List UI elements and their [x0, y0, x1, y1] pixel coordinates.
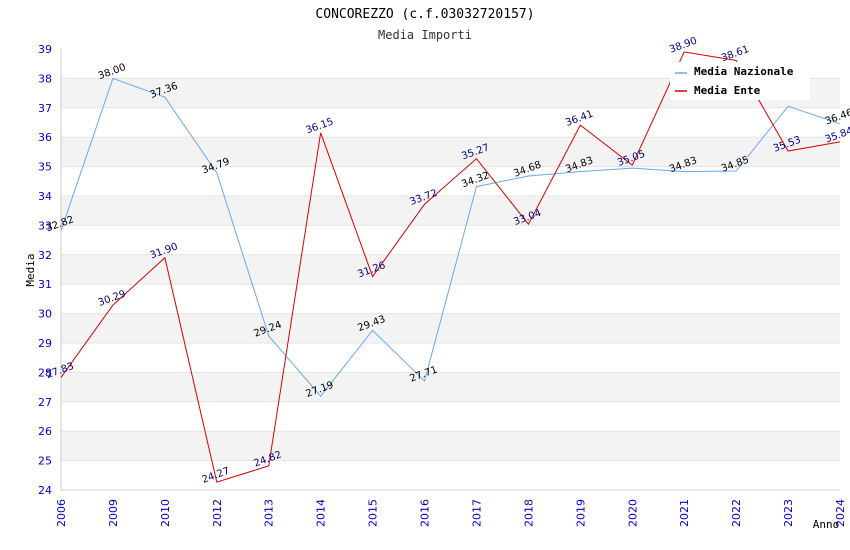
y-tick-label: 25 [38, 455, 52, 468]
x-tick-label: 2010 [159, 499, 172, 527]
x-tick-label: 2023 [782, 499, 795, 527]
x-tick-label: 2014 [315, 499, 328, 527]
y-tick-label: 24 [38, 484, 52, 497]
legend-label-ente: Media Ente [694, 84, 761, 97]
data-label: 34.32 [460, 170, 491, 190]
series-line-nazionale [60, 77, 841, 397]
legend: Media Nazionale Media Ente [670, 62, 810, 100]
x-tick-label: 2012 [211, 499, 224, 527]
x-tick-label: 2016 [419, 499, 432, 527]
grid-band [61, 254, 840, 285]
grid-band [61, 313, 840, 343]
data-label: 24.27 [201, 466, 232, 486]
grid-band [61, 196, 840, 226]
y-axis-label: Media [24, 253, 37, 286]
axes: 24 25 26 27 28 29 30 31 32 33 34 35 36 37 38 39 2006 2009… [38, 43, 847, 527]
grid-band [61, 431, 840, 461]
x-tick-label: 2006 [55, 499, 68, 527]
y-tick-label: 34 [38, 190, 52, 203]
y-tick-label: 26 [38, 425, 52, 438]
series-lines [60, 51, 841, 483]
chart-subtitle: Media Importi [378, 28, 472, 42]
x-tick-label: 2015 [367, 499, 380, 527]
chart-title: CONCOREZZO (c.f.03032720157) [315, 7, 534, 22]
y-tick-label: 32 [38, 249, 52, 262]
x-tick-label: 2018 [522, 499, 535, 527]
data-label: 38.61 [720, 44, 751, 64]
data-label: 36.46 [824, 107, 850, 127]
x-tick-label: 2022 [730, 499, 743, 527]
x-tick-label: 2009 [107, 499, 120, 527]
y-tick-label: 33 [38, 219, 52, 232]
grid-band [61, 372, 840, 402]
x-tick-label: 2019 [574, 499, 587, 527]
y-tick-label: 39 [38, 43, 52, 56]
y-tick-label: 28 [38, 366, 52, 379]
grid-band [61, 137, 840, 167]
y-tick-label: 27 [38, 396, 52, 409]
y-tick-label: 31 [38, 278, 52, 291]
x-tick-label: 2013 [263, 499, 276, 527]
x-tick-label: 2024 [834, 499, 847, 527]
y-tick-label: 38 [38, 72, 52, 85]
y-tick-label: 30 [38, 308, 52, 321]
data-label: 32.82 [45, 214, 76, 234]
x-tick-label: 2021 [678, 499, 691, 527]
x-tick-label: 2017 [470, 499, 483, 527]
x-tick-label: 2020 [626, 499, 639, 527]
y-tick-label: 37 [38, 102, 52, 115]
legend-label-nazionale: Media Nazionale [694, 65, 794, 78]
y-tick-label: 29 [38, 337, 52, 350]
series-line-ente [60, 51, 841, 483]
x-axis-label: Anno [813, 518, 840, 531]
y-tick-label: 36 [38, 131, 52, 144]
legend-box [670, 62, 810, 100]
grid-bands [61, 77, 840, 491]
y-tick-label: 35 [38, 161, 52, 174]
data-label: 36.15 [304, 116, 335, 136]
